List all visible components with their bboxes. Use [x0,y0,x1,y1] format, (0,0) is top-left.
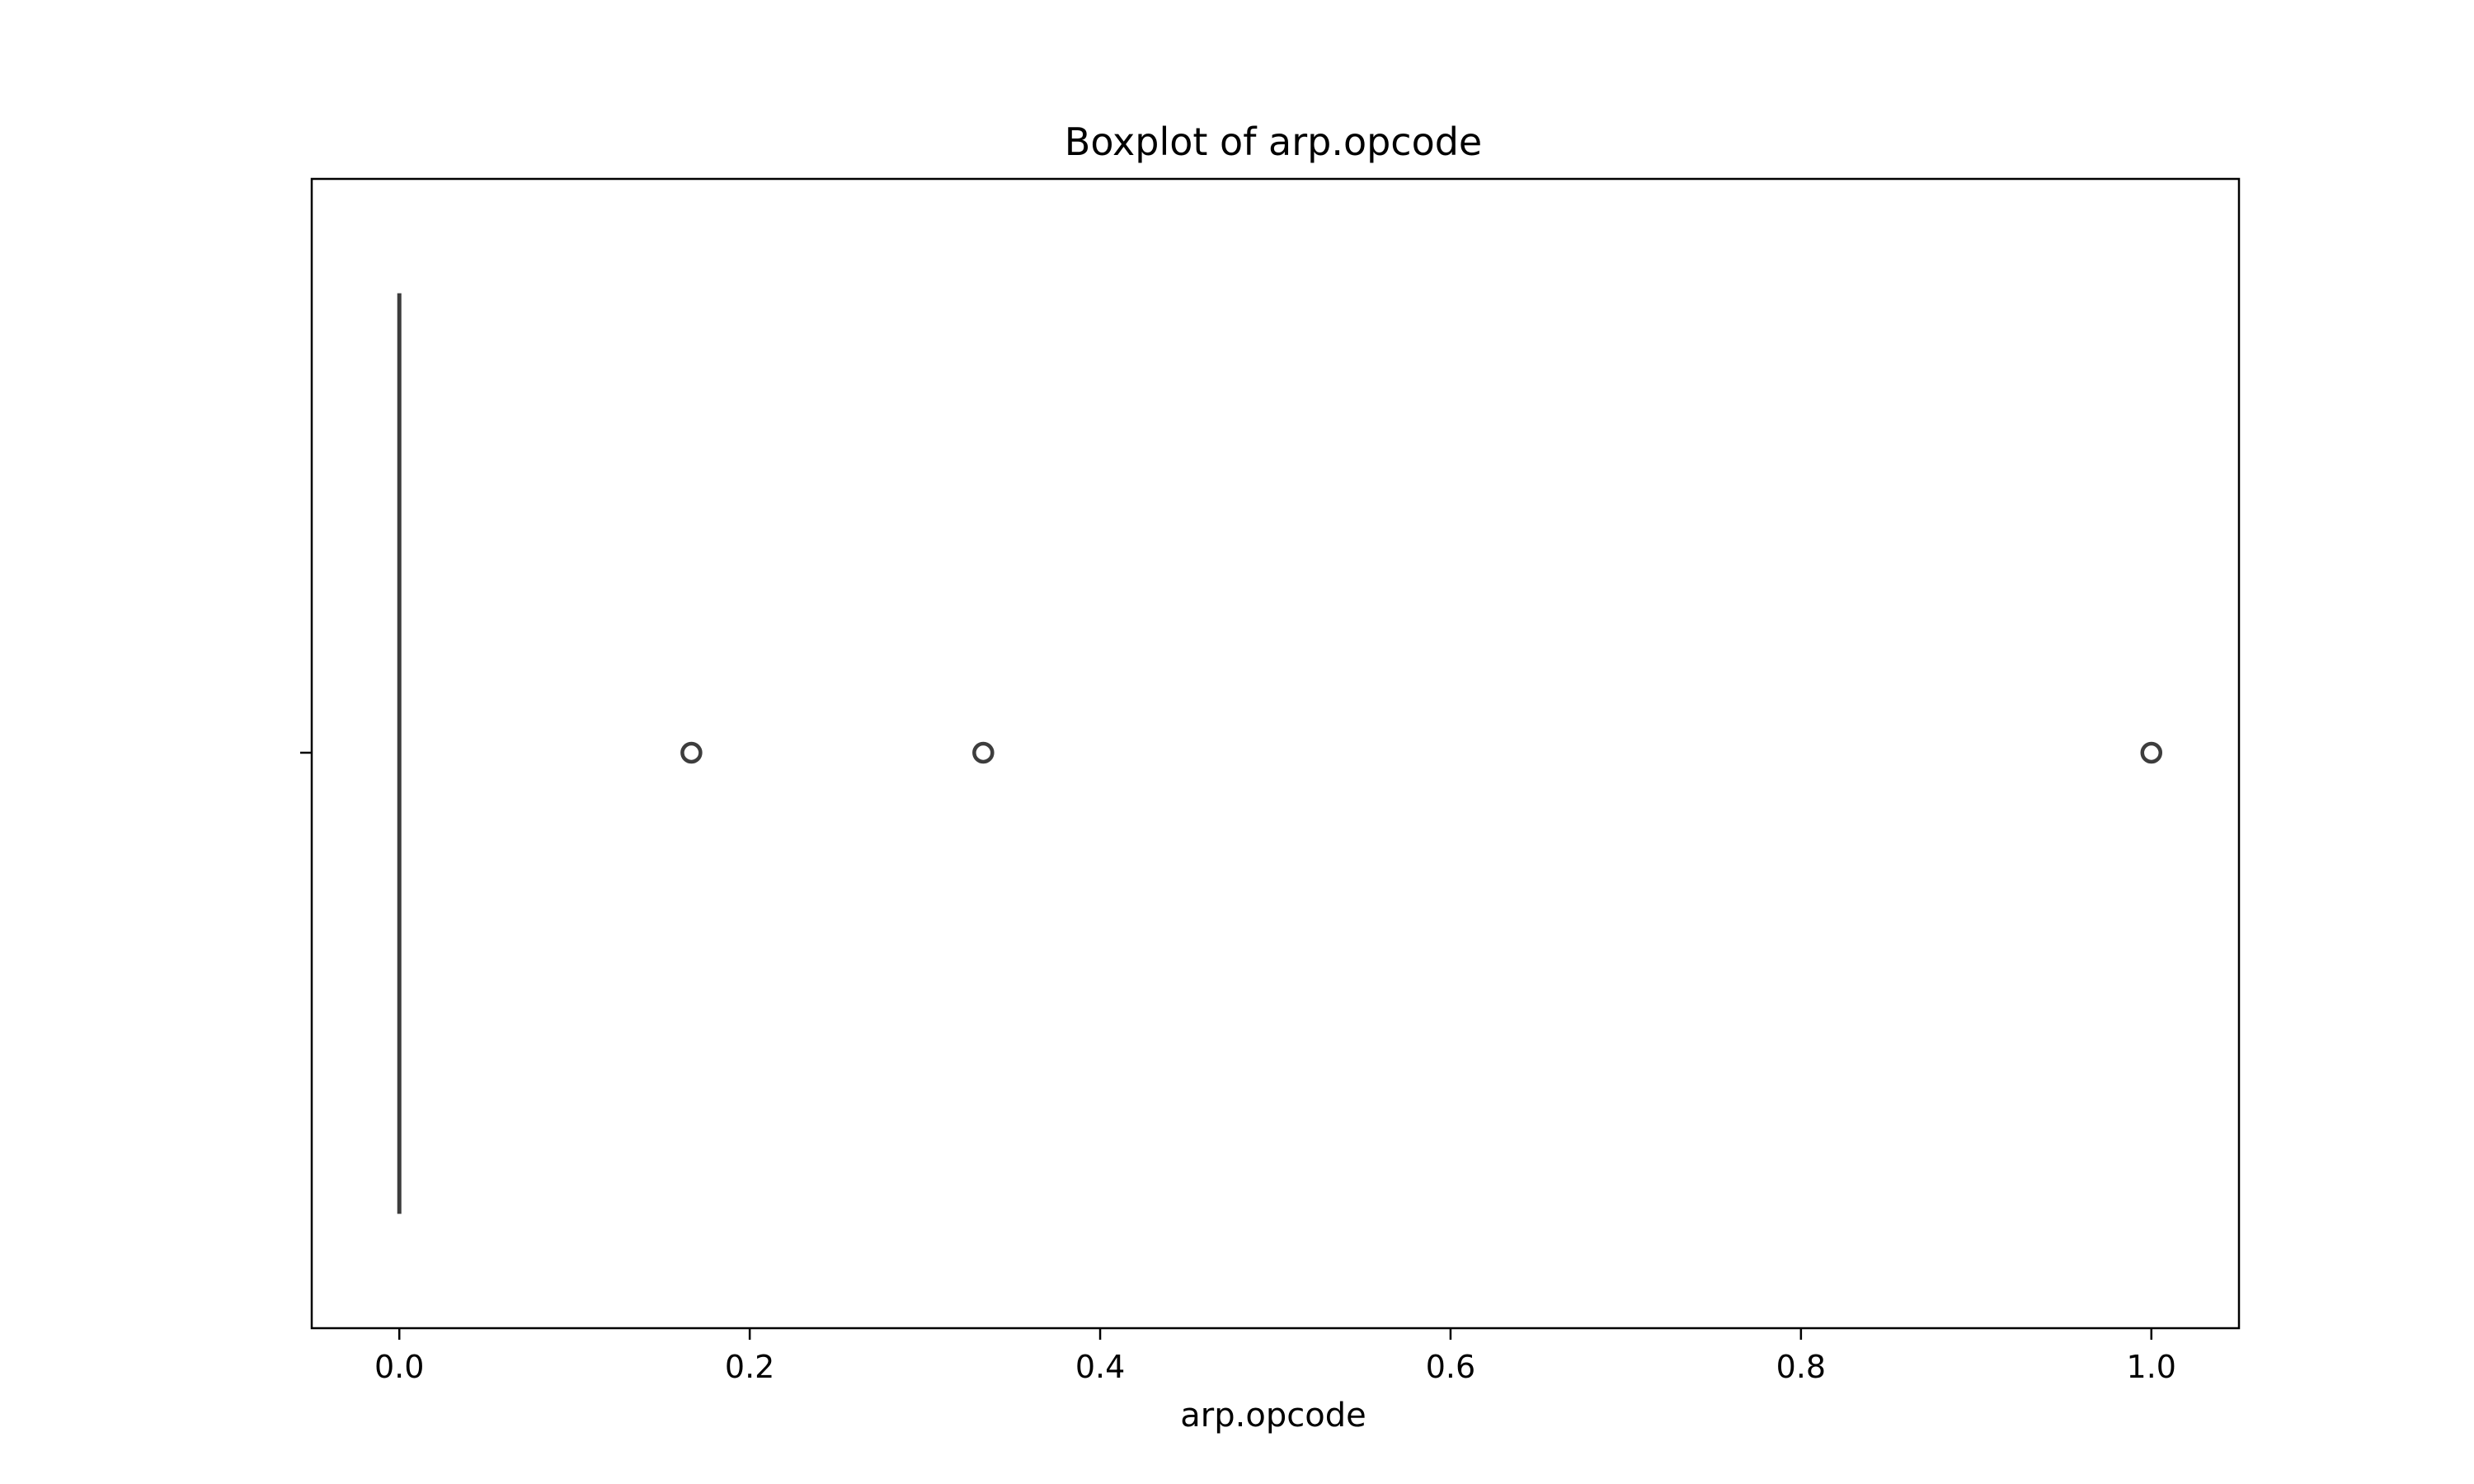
outlier-point [680,741,703,764]
x-tick-label: 0.8 [1776,1349,1826,1385]
x-tick-label: 1.0 [2127,1349,2176,1385]
plot-area-frame [310,177,2241,1330]
outlier-point [2140,741,2163,764]
x-axis-label: arp.opcode [1180,1397,1366,1435]
box-element [397,293,402,1214]
chart-title: Boxplot of arp.opcode [1065,120,1482,164]
x-axis-ticks: 0.0 0.2 0.4 0.6 0.8 1.0 [374,1328,2176,1385]
x-tick-label: 0.2 [725,1349,774,1385]
outlier-points [680,741,2163,764]
x-tick-label: 0.4 [1075,1349,1125,1385]
x-tick-label: 0.0 [374,1349,424,1385]
outlier-point [972,741,995,764]
x-tick-label: 0.6 [1426,1349,1475,1385]
